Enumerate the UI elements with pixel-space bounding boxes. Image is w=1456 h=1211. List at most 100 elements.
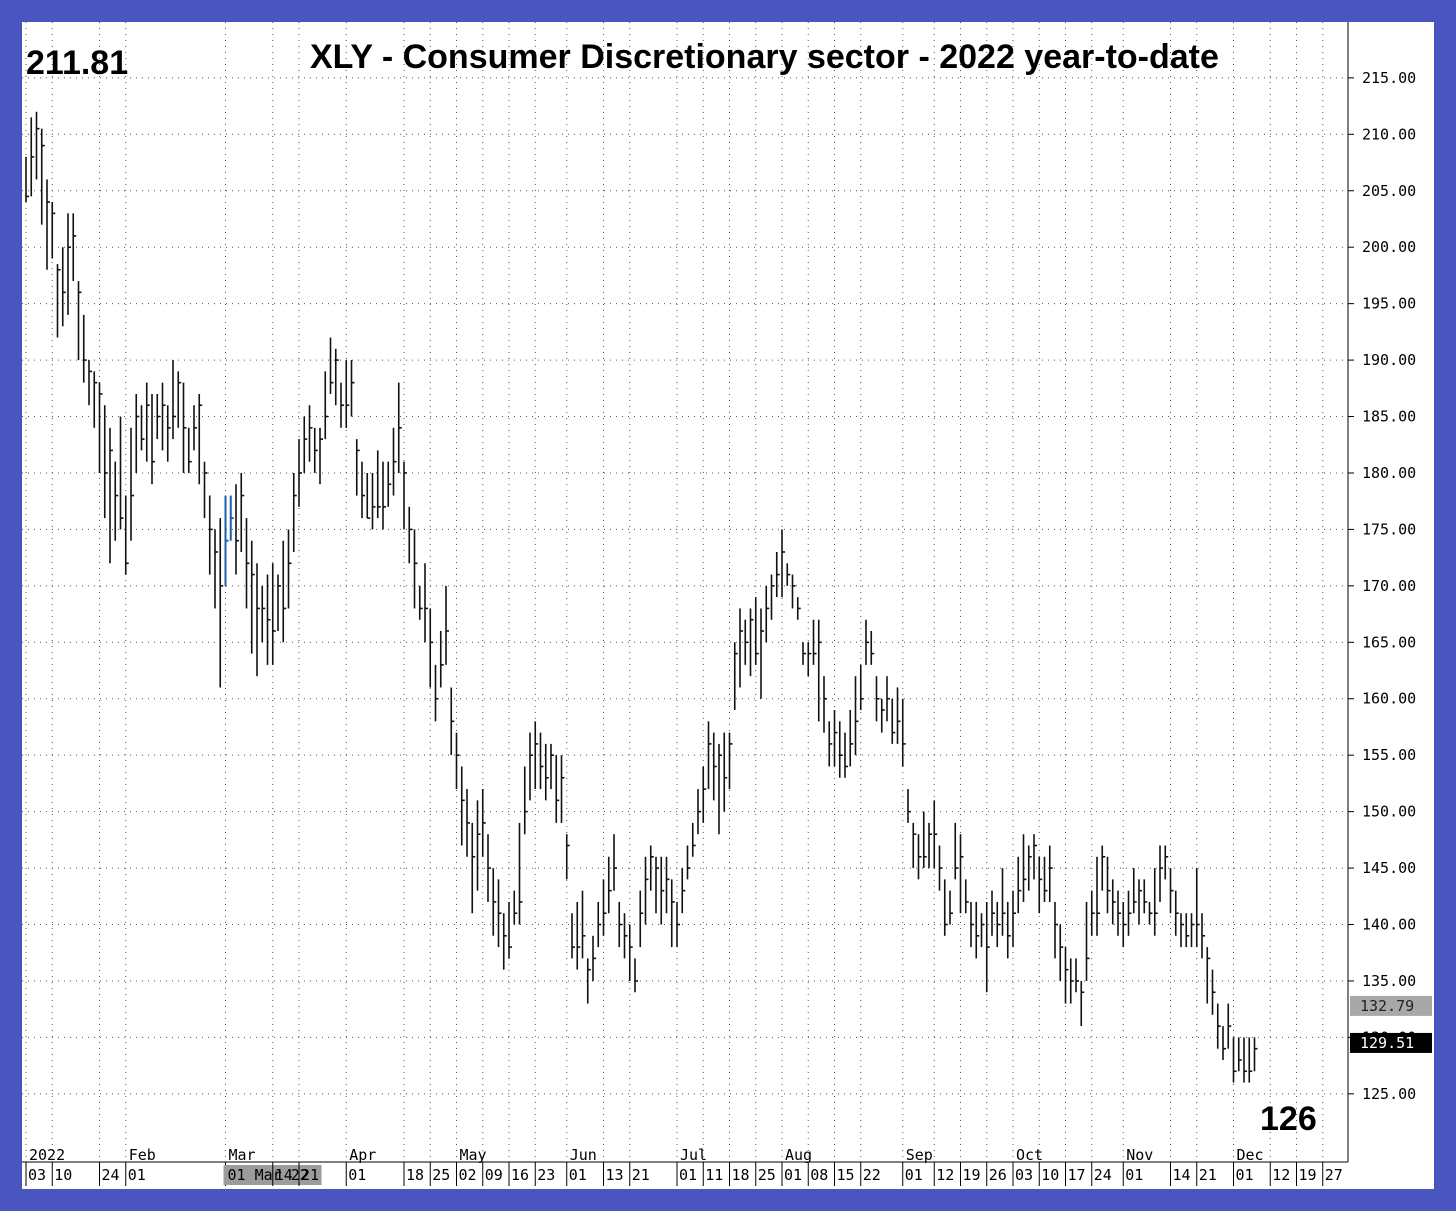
price-bar: [1148, 901, 1153, 925]
price-bar: [1048, 845, 1053, 902]
week-label: 25: [432, 1166, 450, 1184]
price-bar: [975, 901, 980, 959]
price-bar: [460, 766, 465, 846]
week-label: 15: [837, 1166, 855, 1184]
price-bar: [124, 495, 129, 575]
price-bar: [382, 461, 386, 530]
price-bar: [634, 958, 638, 993]
price-bars: [25, 111, 1258, 1083]
price-bar: [109, 427, 113, 564]
price-bar: [61, 247, 66, 327]
price-bar: [476, 800, 481, 891]
price-bar: [875, 676, 880, 722]
price-bar: [613, 834, 617, 891]
price-markers: 132.79 129.51: [1350, 995, 1432, 1053]
y-tick-label: 145.00: [1362, 859, 1416, 877]
price-bar: [602, 879, 607, 936]
price-bar: [665, 856, 670, 914]
price-bar: [639, 890, 644, 948]
week-label: 27: [1325, 1166, 1343, 1184]
price-bar: [1190, 913, 1195, 948]
price-bar: [193, 405, 197, 451]
price-bar: [1117, 890, 1121, 936]
price-marker-box: [1350, 995, 1432, 1016]
week-label: 12: [1272, 1166, 1290, 1184]
price-bar: [702, 766, 707, 823]
price-bar: [928, 822, 932, 869]
price-bar: [581, 890, 586, 959]
price-bar: [1012, 890, 1016, 948]
price-bar: [224, 495, 229, 586]
price-bar: [544, 743, 549, 801]
week-label: 25: [758, 1166, 776, 1184]
price-bar: [292, 472, 297, 552]
price-bar: [387, 461, 392, 507]
month-label: Oct: [1016, 1146, 1043, 1164]
y-tick-label: 160.00: [1362, 690, 1416, 708]
chart-title: XLY - Consumer Discretionary sector - 20…: [310, 38, 1219, 76]
week-label: 01 Mar 22: [228, 1166, 309, 1184]
week-label: 14: [1173, 1166, 1191, 1184]
price-bar: [187, 427, 192, 473]
price-bar: [844, 732, 848, 778]
price-bar: [455, 732, 460, 790]
price-bar: [749, 608, 754, 677]
price-bar: [114, 461, 119, 541]
price-bar: [319, 427, 323, 485]
week-label: 13: [606, 1166, 624, 1184]
price-bar: [256, 563, 260, 677]
price-bar: [271, 563, 276, 665]
price-bar: [1164, 845, 1169, 880]
price-bar: [534, 721, 539, 790]
price-bar: [592, 935, 596, 981]
price-bar: [718, 743, 722, 835]
price-bar: [25, 156, 29, 203]
price-bar: [250, 540, 255, 654]
price-bar: [429, 608, 434, 688]
price-marker-label: 129.51: [1360, 1034, 1414, 1052]
month-label: Jul: [680, 1146, 707, 1164]
price-bar: [366, 472, 371, 519]
price-bar: [712, 732, 717, 801]
price-bar: [313, 427, 318, 473]
price-bar: [618, 901, 623, 948]
price-bar: [88, 360, 92, 406]
y-tick-label: 165.00: [1362, 633, 1416, 651]
price-bar: [817, 619, 822, 722]
price-bar: [156, 393, 161, 440]
price-bar: [628, 924, 633, 981]
price-bar: [697, 789, 701, 835]
y-tick-label: 205.00: [1362, 182, 1416, 200]
price-bar: [214, 529, 218, 609]
price-bar: [838, 721, 843, 778]
price-bar: [644, 856, 649, 925]
price-bar: [513, 890, 518, 925]
price-bar: [691, 822, 696, 857]
week-label: 19: [963, 1166, 981, 1184]
price-bar: [308, 405, 313, 462]
price-bar: [954, 822, 959, 880]
price-bar: [1001, 868, 1006, 936]
start-value-label: 211.81: [26, 44, 128, 82]
price-bar: [340, 382, 344, 428]
price-bar: [98, 382, 103, 473]
price-bar: [991, 890, 995, 936]
week-label: 23: [537, 1166, 555, 1184]
price-bar: [922, 811, 927, 869]
price-bar: [901, 698, 906, 767]
week-label: 24: [1094, 1166, 1112, 1184]
x-axis-ticks: 2022 Feb Mar Apr May Jun Jul Aug Sep Oct Nov Dec 03 1…: [25, 1146, 1343, 1186]
price-bar: [550, 743, 554, 790]
price-bar: [408, 506, 413, 564]
price-bar: [1169, 868, 1174, 914]
y-tick-label: 135.00: [1362, 972, 1416, 990]
week-label: 10: [54, 1166, 72, 1184]
price-bar: [970, 901, 974, 948]
y-axis-ticks: 125.00130.00135.00140.00145.00150.00155.…: [1348, 69, 1416, 1103]
price-bar: [1075, 958, 1079, 993]
price-bar: [1143, 879, 1148, 914]
price-bar: [40, 128, 45, 225]
price-bar: [245, 518, 250, 609]
price-bar: [471, 822, 476, 914]
price-bar: [145, 382, 150, 462]
